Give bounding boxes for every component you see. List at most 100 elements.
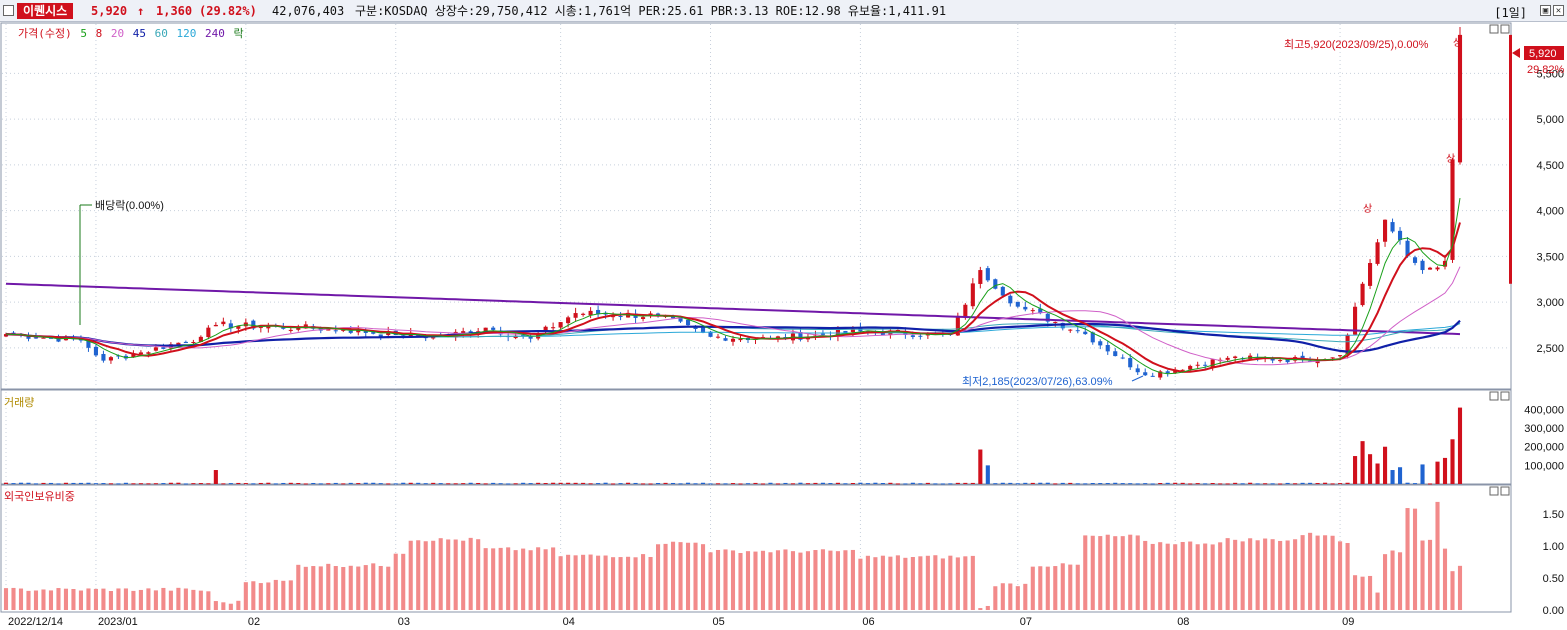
volume-bar — [1113, 482, 1118, 484]
candle-body — [41, 337, 46, 339]
candle-body — [48, 337, 54, 339]
volume-bar — [408, 482, 413, 484]
volume-bar — [153, 483, 158, 485]
volume-bar — [333, 482, 338, 484]
legend-price[interactable]: 가격(수정) — [18, 27, 72, 40]
stock-name[interactable]: 이퀜시스 — [17, 3, 74, 19]
candle-body — [491, 327, 496, 330]
foreign-ratio-bar — [1165, 543, 1170, 610]
foreign-ratio-bar — [850, 549, 855, 610]
volume-bar — [603, 482, 608, 484]
close-icon[interactable]: ✕ — [1553, 5, 1564, 16]
volume-bar — [348, 482, 353, 484]
candle-body — [1120, 357, 1125, 359]
volume-bar — [955, 482, 960, 484]
volume-bar — [1120, 483, 1125, 485]
volume-bar — [356, 483, 361, 485]
volume-bar — [1360, 441, 1365, 484]
legend-ma5[interactable]: 5 — [80, 27, 87, 40]
volume-bar — [498, 483, 503, 485]
select-checkbox[interactable] — [3, 5, 14, 16]
candle-body — [798, 332, 803, 340]
candle-body — [296, 327, 301, 330]
legend-ma45[interactable]: 45 — [132, 27, 146, 40]
panel-controls[interactable] — [1489, 24, 1510, 496]
foreign-ratio-bar — [596, 555, 601, 610]
foreign-panel-title[interactable]: 외국인보유비중 — [4, 490, 75, 503]
foreign-ratio-bar — [588, 554, 593, 610]
candle-body — [581, 313, 586, 315]
volume-bar — [41, 482, 46, 484]
foreign-ratio-bar — [1390, 550, 1395, 610]
legend-ma120[interactable]: 120 — [176, 27, 197, 40]
foreign-ratio-bar — [1158, 542, 1163, 610]
volume-bar — [985, 465, 990, 484]
foreign-ratio-bar — [341, 567, 346, 610]
candle-body — [1053, 321, 1058, 323]
date-axis-label: 02 — [248, 616, 260, 628]
volume-bar — [1390, 470, 1395, 484]
candle-body — [146, 352, 151, 354]
volume-bar — [1030, 482, 1035, 484]
candle-body — [1105, 345, 1110, 352]
volume-bar — [850, 482, 855, 484]
volume-bar — [363, 482, 368, 484]
date-axis-label: 06 — [862, 616, 874, 628]
volume-bar — [1023, 482, 1028, 484]
foreign-ratio-bar — [228, 603, 233, 610]
candle-body — [700, 327, 706, 333]
price-change-pct: (29.82%) — [199, 4, 257, 18]
low-annotation: 최저2,185(2023/07/26),63.09% — [962, 375, 1113, 388]
volume-bar — [993, 483, 998, 485]
foreign-ratio-bar — [1427, 539, 1433, 610]
foreign-ratio-bar — [1405, 508, 1410, 610]
volume-bar — [1345, 482, 1350, 484]
volume-bar — [656, 483, 661, 485]
foreign-ratio-bar — [670, 541, 676, 610]
foreign-ratio-bar — [1412, 508, 1418, 610]
foreign-ratio-bar — [1263, 538, 1268, 610]
volume-bar — [820, 482, 825, 484]
foreign-ratio-bar — [1353, 575, 1358, 610]
candle-body — [101, 353, 106, 361]
volume-bar — [191, 483, 196, 485]
foreign-ratio-bar — [1457, 565, 1463, 610]
foreign-ratio-bar — [805, 551, 810, 610]
period-selector[interactable]: [1일] — [1494, 6, 1527, 20]
candle-body — [198, 336, 203, 342]
volume-bar — [1105, 483, 1110, 485]
candle-body — [730, 338, 736, 342]
volume-bar — [108, 483, 113, 485]
legend-ma8[interactable]: 8 — [95, 27, 103, 40]
foreign-ratio-bar — [880, 555, 885, 610]
foreign-ratio-bar — [828, 550, 833, 610]
candle-body — [228, 323, 233, 329]
volume-bar — [416, 482, 421, 484]
volume-bar — [236, 482, 241, 484]
foreign-ratio-bar — [183, 588, 188, 610]
candle-body — [1083, 331, 1088, 335]
legend-dividend[interactable]: 락 — [233, 27, 244, 40]
volume-bar — [678, 483, 683, 485]
foreign-axis-label: 1.50 — [1543, 509, 1564, 521]
legend-ma240[interactable]: 240 — [204, 27, 225, 40]
volume-bar — [213, 470, 218, 484]
foreign-ratio-bar — [978, 608, 983, 610]
foreign-ratio-bar — [783, 549, 788, 610]
volume-bar — [1270, 483, 1275, 485]
foreign-ratio-bar — [408, 540, 413, 610]
volume-bar — [446, 483, 451, 485]
foreign-ratio-bar — [131, 590, 136, 610]
volume-bar — [1293, 483, 1298, 485]
legend-ma20[interactable]: 20 — [110, 27, 125, 40]
legend-ma60[interactable]: 60 — [154, 27, 168, 40]
restore-icon[interactable]: ▣ — [1540, 5, 1551, 16]
candle-body — [1405, 240, 1410, 257]
foreign-ratio-bar — [865, 555, 870, 610]
volume-bar — [303, 483, 308, 485]
volume-bar — [401, 482, 406, 484]
foreign-ratio-bar — [506, 547, 511, 610]
candle-body — [551, 327, 556, 329]
volume-bar — [715, 483, 721, 485]
volume-panel-title[interactable]: 거래량 — [4, 396, 35, 409]
